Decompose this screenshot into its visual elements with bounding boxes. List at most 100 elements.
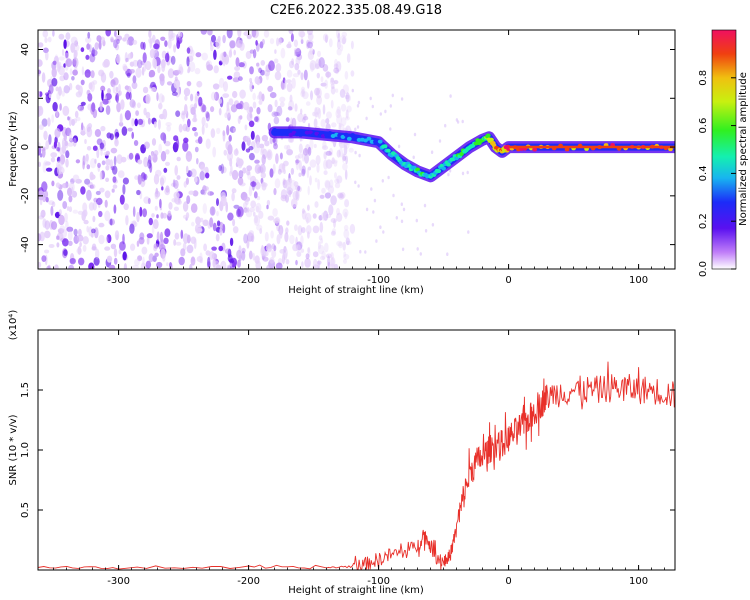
- noise-blob: [334, 172, 337, 179]
- noise-blob: [127, 53, 132, 60]
- noise-blob: [136, 102, 141, 109]
- noise-blob: [101, 160, 106, 166]
- noise-blob: [194, 92, 200, 102]
- noise-blob: [45, 161, 51, 166]
- noise-blob: [328, 38, 333, 48]
- signal-point: [382, 144, 388, 149]
- noise-blob: [301, 88, 305, 97]
- noise-blob: [345, 109, 349, 119]
- noise-blob: [253, 191, 258, 199]
- noise-blob: [58, 86, 62, 96]
- noise-blob: [286, 220, 290, 226]
- noise-blob: [69, 258, 76, 265]
- noise-blob: [216, 210, 219, 217]
- noise-blob: [148, 217, 153, 226]
- noise-blob: [190, 93, 194, 102]
- noise-blob: [274, 178, 281, 189]
- noise-blob: [324, 79, 328, 89]
- noise-blob: [213, 65, 219, 74]
- noise-blob: [58, 56, 65, 61]
- noise-blob: [146, 233, 153, 239]
- noise-blob: [178, 123, 183, 133]
- noise-blob: [47, 264, 51, 269]
- noise-blob: [72, 137, 77, 147]
- noise-blob: [148, 253, 154, 263]
- noise-blob: [227, 212, 234, 221]
- noise-blob: [182, 201, 189, 212]
- noise-blob: [159, 198, 162, 209]
- noise-blob: [271, 111, 279, 118]
- noise-blob: [119, 241, 126, 251]
- noise-blob: [181, 110, 186, 116]
- noise-blob: [305, 39, 310, 49]
- noise-blob: [186, 234, 191, 244]
- noise-blob: [220, 195, 227, 207]
- noise-blob: [106, 132, 112, 139]
- x-tick-label: 100: [629, 576, 648, 587]
- noise-blob: [285, 117, 290, 122]
- noise-blob: [330, 77, 335, 83]
- noise-blob: [296, 186, 302, 193]
- noise-blob: [117, 170, 125, 179]
- noise-blob: [303, 69, 308, 81]
- noise-blob: [114, 95, 118, 101]
- noise-blob: [344, 70, 349, 80]
- noise-blob: [281, 163, 286, 170]
- noise-blob: [62, 105, 70, 116]
- noise-blob: [39, 153, 43, 158]
- noise-blob: [126, 72, 131, 78]
- noise-blob: [300, 248, 305, 253]
- noise-blob: [108, 218, 116, 226]
- noise-blob: [91, 184, 96, 189]
- noise-blob: [379, 225, 382, 229]
- noise-blob: [85, 36, 92, 44]
- noise-blob: [323, 170, 328, 176]
- noise-blob: [96, 148, 100, 159]
- noise-blob: [317, 241, 322, 250]
- noise-blob: [215, 233, 220, 242]
- noise-blob: [350, 70, 355, 77]
- noise-blob: [336, 30, 340, 39]
- noise-blob: [112, 176, 117, 183]
- noise-blob: [218, 165, 222, 172]
- noise-blob: [210, 44, 214, 52]
- noise-blob: [45, 140, 50, 150]
- noise-blob: [99, 101, 103, 112]
- noise-blob: [288, 99, 295, 111]
- noise-blob: [84, 139, 87, 144]
- noise-blob: [260, 60, 266, 66]
- noise-blob: [91, 228, 96, 234]
- noise-blob: [413, 132, 417, 137]
- y-tick-label: 20: [20, 92, 31, 105]
- noise-blob: [68, 132, 73, 142]
- noise-blob: [38, 124, 44, 130]
- noise-blob: [196, 80, 203, 88]
- noise-blob: [263, 69, 271, 77]
- noise-blob: [448, 168, 452, 173]
- noise-blob: [288, 189, 292, 198]
- snr-y-label: SNR (10 * v/v): [8, 414, 19, 485]
- noise-blob: [182, 242, 187, 251]
- noise-blob: [337, 192, 344, 199]
- noise-blob: [229, 237, 234, 247]
- noise-blob: [63, 72, 69, 81]
- noise-blob: [202, 219, 209, 227]
- noise-blob: [446, 252, 449, 256]
- noise-blob: [140, 144, 147, 154]
- noise-blob: [322, 64, 329, 72]
- noise-blob: [166, 262, 169, 267]
- noise-blob: [165, 149, 170, 155]
- noise-blob: [273, 245, 277, 252]
- noise-blob: [112, 84, 116, 94]
- noise-blob: [279, 249, 286, 254]
- noise-blob: [96, 197, 103, 205]
- noise-blob: [286, 144, 291, 153]
- noise-blob: [345, 240, 352, 246]
- noise-blob: [167, 39, 172, 49]
- noise-blob: [323, 159, 328, 170]
- noise-blob: [130, 243, 136, 251]
- noise-blob: [276, 234, 281, 245]
- noise-blob: [143, 141, 150, 149]
- noise-blob: [91, 47, 95, 58]
- noise-blob: [298, 143, 303, 154]
